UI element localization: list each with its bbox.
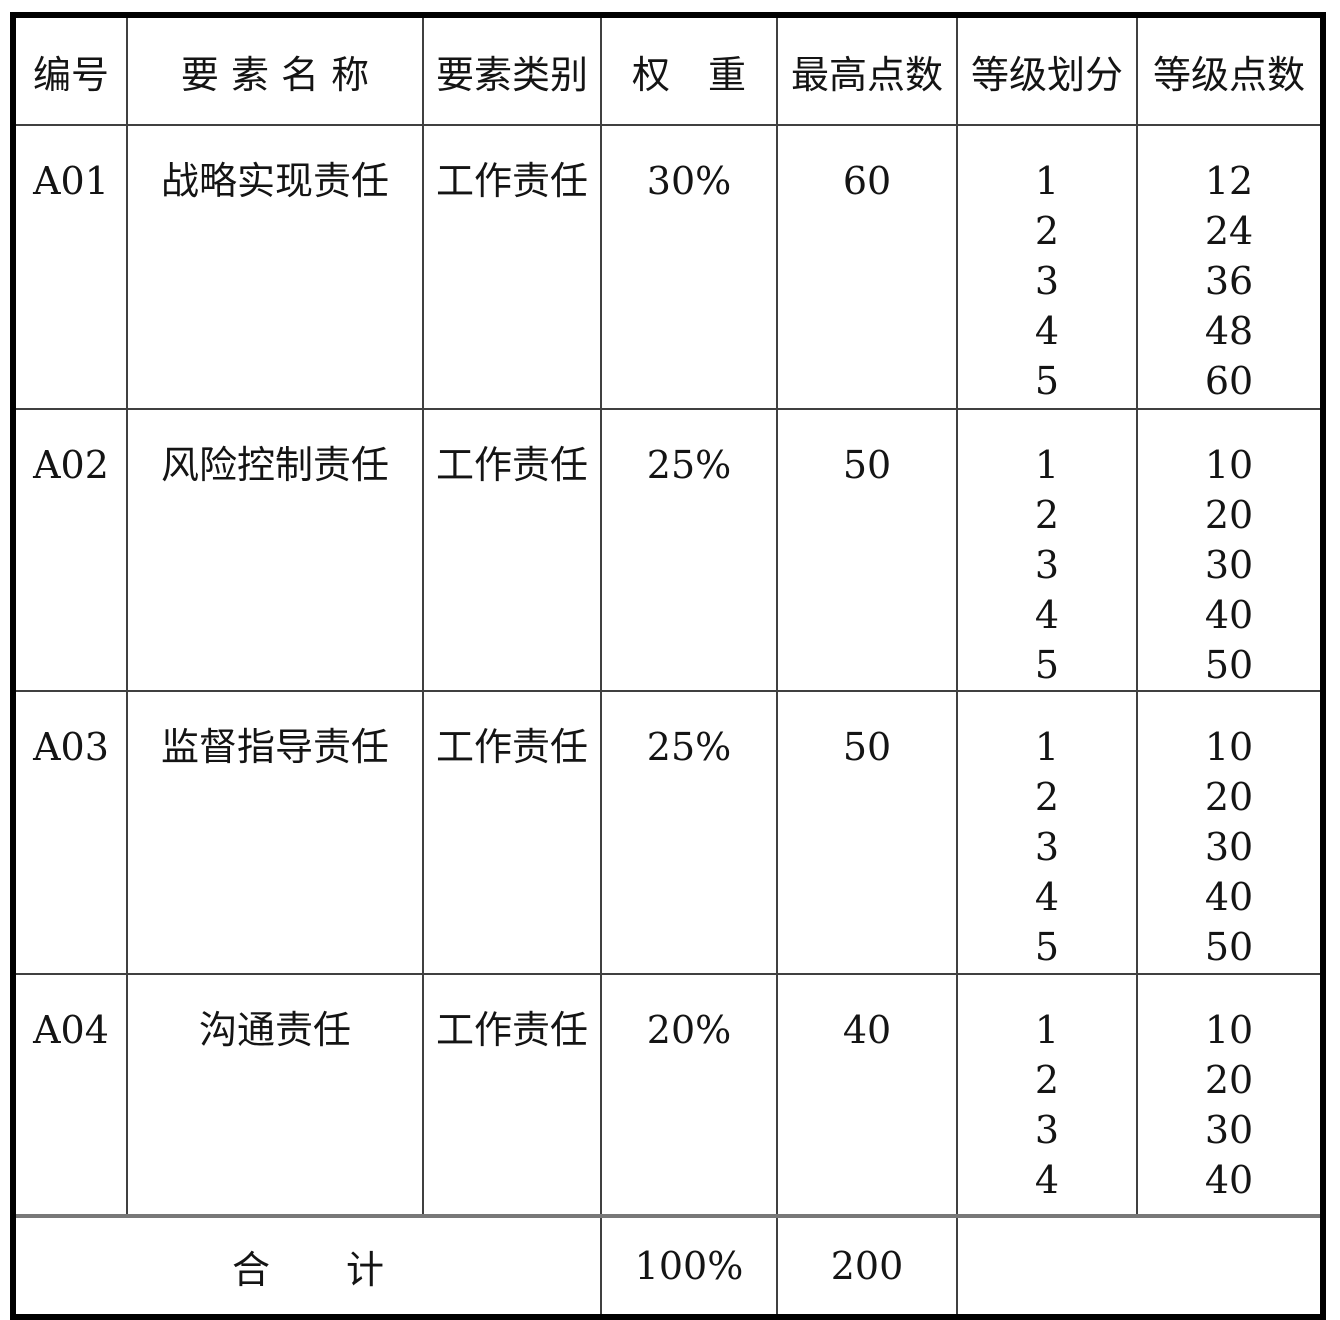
cell-category: 工作责任	[422, 973, 602, 1217]
grade-level: 3	[1034, 543, 1060, 587]
cell-category: 工作责任	[422, 408, 602, 692]
grade-level: 2	[1034, 775, 1060, 819]
cell-factor-name: 沟通责任	[126, 973, 424, 1217]
grade-points-value: 48	[1204, 309, 1254, 353]
table-header-row: 编号 要 素 名 称 要素类别 权 重 最高点数 等级划分 等级点数	[12, 14, 1324, 126]
grade-level: 1	[1034, 1008, 1060, 1052]
grade-level: 3	[1034, 825, 1060, 869]
cell-id: A03	[12, 690, 128, 975]
cell-grade-points: 10 20 30 40	[1136, 973, 1324, 1217]
grade-points-value: 20	[1204, 775, 1254, 819]
cell-weight: 20%	[600, 973, 778, 1217]
cell-category: 工作责任	[422, 124, 602, 410]
grade-points-value: 50	[1204, 643, 1254, 687]
grade-points-value: 30	[1204, 825, 1254, 869]
grade-points-value: 10	[1204, 443, 1254, 487]
cell-weight: 25%	[600, 690, 778, 975]
grade-level: 5	[1034, 359, 1060, 403]
grade-points-value: 40	[1204, 875, 1254, 919]
total-max-points: 200	[776, 1214, 958, 1318]
grade-points-value: 40	[1204, 1158, 1254, 1202]
table-row-a02: A02 风险控制责任 工作责任 25% 50 1 2 3 4 5 10 20 3…	[12, 408, 1324, 692]
cell-grade-points: 10 20 30 40 50	[1136, 690, 1324, 975]
grade-points-value: 50	[1204, 925, 1254, 969]
cell-grade-division: 1 2 3 4 5	[956, 408, 1138, 692]
cell-id: A04	[12, 973, 128, 1217]
table-total-row: 合 计 100% 200	[12, 1214, 1324, 1318]
column-header-id: 编号	[12, 14, 128, 126]
total-weight: 100%	[600, 1214, 778, 1318]
grade-level: 4	[1034, 875, 1060, 919]
grade-points-value: 40	[1204, 593, 1254, 637]
total-label: 合 计	[12, 1214, 602, 1318]
cell-max-points: 50	[776, 408, 958, 692]
grade-level: 3	[1034, 259, 1060, 303]
cell-id: A02	[12, 408, 128, 692]
column-header-weight: 权 重	[600, 14, 778, 126]
factor-grade-table: 编号 要 素 名 称 要素类别 权 重 最高点数 等级划分 等级点数 A01 战…	[10, 12, 1326, 1320]
grade-points-value: 24	[1204, 209, 1254, 253]
cell-factor-name: 战略实现责任	[126, 124, 424, 410]
grade-points-value: 20	[1204, 1058, 1254, 1102]
table-row-a04: A04 沟通责任 工作责任 20% 40 1 2 3 4 10 20 30 40	[12, 973, 1324, 1217]
grade-points-value: 12	[1204, 159, 1254, 203]
grade-level: 2	[1034, 493, 1060, 537]
cell-grade-points: 12 24 36 48 60	[1136, 124, 1324, 410]
grade-level: 2	[1034, 1058, 1060, 1102]
grade-level: 4	[1034, 309, 1060, 353]
cell-grade-division: 1 2 3 4 5	[956, 690, 1138, 975]
grade-level: 5	[1034, 925, 1060, 969]
grade-points-value: 60	[1204, 359, 1254, 403]
cell-factor-name: 风险控制责任	[126, 408, 424, 692]
column-header-grade-points: 等级点数	[1136, 14, 1324, 126]
cell-max-points: 60	[776, 124, 958, 410]
cell-category: 工作责任	[422, 690, 602, 975]
grade-points-value: 30	[1204, 543, 1254, 587]
grade-level: 4	[1034, 593, 1060, 637]
cell-id: A01	[12, 124, 128, 410]
cell-max-points: 50	[776, 690, 958, 975]
cell-weight: 25%	[600, 408, 778, 692]
grade-level: 2	[1034, 209, 1060, 253]
cell-grade-points: 10 20 30 40 50	[1136, 408, 1324, 692]
grade-points-value: 30	[1204, 1108, 1254, 1152]
grade-points-value: 36	[1204, 259, 1254, 303]
grade-level: 1	[1034, 725, 1060, 769]
grade-level: 1	[1034, 443, 1060, 487]
cell-weight: 30%	[600, 124, 778, 410]
cell-grade-division: 1 2 3 4 5	[956, 124, 1138, 410]
grade-level: 3	[1034, 1108, 1060, 1152]
grade-level: 1	[1034, 159, 1060, 203]
column-header-name: 要 素 名 称	[126, 14, 424, 126]
cell-factor-name: 监督指导责任	[126, 690, 424, 975]
column-header-grade-division: 等级划分	[956, 14, 1138, 126]
total-empty-cell	[956, 1214, 1324, 1318]
grade-level: 4	[1034, 1158, 1060, 1202]
cell-grade-division: 1 2 3 4	[956, 973, 1138, 1217]
column-header-max-points: 最高点数	[776, 14, 958, 126]
grade-points-value: 10	[1204, 1008, 1254, 1052]
table-row-a01: A01 战略实现责任 工作责任 30% 60 1 2 3 4 5 12 24 3…	[12, 124, 1324, 410]
cell-max-points: 40	[776, 973, 958, 1217]
grade-points-value: 20	[1204, 493, 1254, 537]
grade-points-value: 10	[1204, 725, 1254, 769]
table-row-a03: A03 监督指导责任 工作责任 25% 50 1 2 3 4 5 10 20 3…	[12, 690, 1324, 975]
grade-level: 5	[1034, 643, 1060, 687]
column-header-category: 要素类别	[422, 14, 602, 126]
